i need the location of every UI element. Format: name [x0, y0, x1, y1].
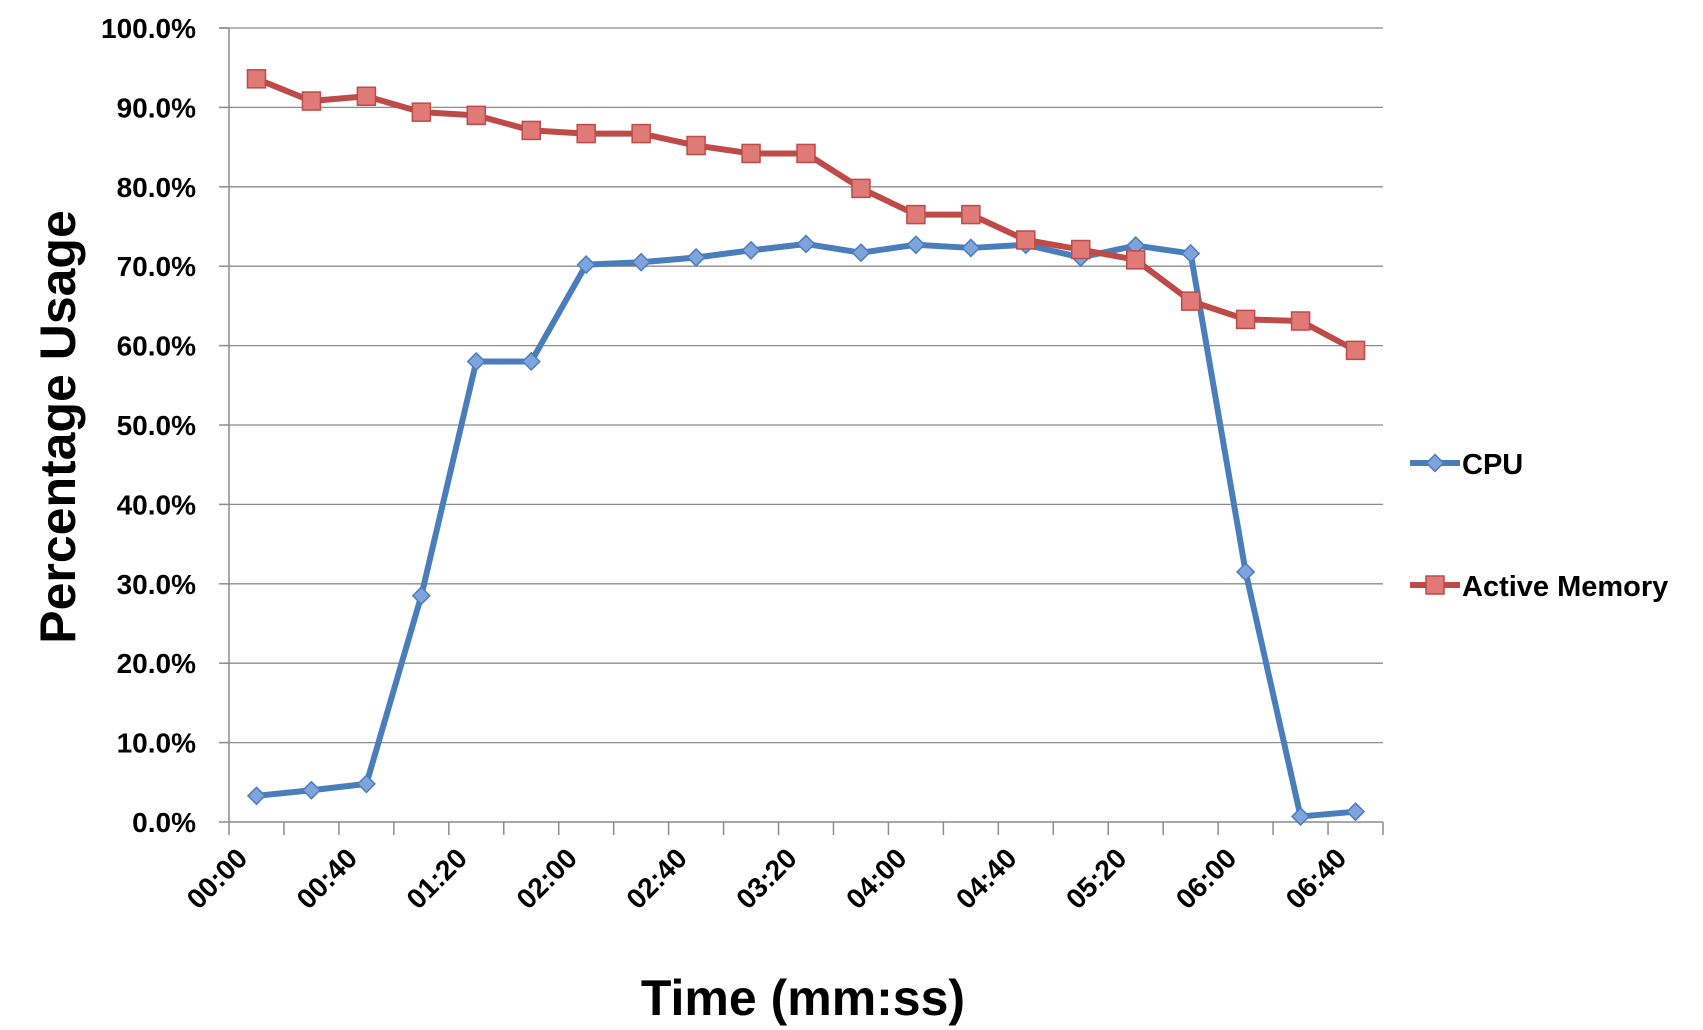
x-tick-label: 04:40	[950, 842, 1023, 915]
cpu-point	[466, 351, 486, 372]
x-tick-label: 00:40	[291, 842, 364, 915]
cpu-point	[1291, 806, 1311, 827]
x-tick-label: 06:40	[1280, 842, 1353, 915]
y-tick-label: 10.0%	[117, 728, 196, 759]
x-tick-label: 02:40	[620, 842, 693, 915]
cpu-point	[301, 780, 321, 800]
y-tick-label: 100.0%	[101, 13, 196, 44]
active-memory-point	[686, 135, 706, 156]
y-tick-label: 50.0%	[117, 410, 196, 441]
x-tick-labels: 00:00 00:40 01:20 02:00 02:40 03:20 04:00 04:40…	[181, 842, 1353, 915]
x-tick-label: 03:20	[730, 842, 803, 915]
active-memory-point	[301, 91, 322, 111]
y-tick-label: 70.0%	[117, 251, 196, 282]
y-axis-title: Percentage Usage	[30, 210, 86, 644]
legend-label: CPU	[1462, 449, 1523, 481]
gridlines	[229, 27, 1383, 744]
active-memory-point	[851, 178, 871, 199]
x-axis-title: Time (mm:ss)	[641, 970, 965, 1026]
active-memory-point	[1290, 311, 1311, 331]
active-memory-point	[576, 123, 596, 144]
cpu-point	[576, 255, 596, 275]
active-memory-point	[246, 69, 267, 89]
legend: CPU Active Memory	[1410, 449, 1668, 603]
legend-marker	[1425, 575, 1445, 595]
active-memory-point	[796, 143, 816, 164]
cpu-point	[246, 786, 267, 806]
active-memory-point	[961, 204, 981, 225]
series-active-memory	[246, 69, 1366, 361]
active-memory-point	[1071, 239, 1091, 260]
cpu-line	[256, 240, 1356, 820]
cpu-point	[411, 586, 431, 606]
active-memory-point	[1345, 340, 1366, 361]
active-memory-point	[1016, 230, 1036, 250]
cpu-point	[1345, 802, 1366, 822]
x-tick-label: 06:00	[1170, 842, 1243, 915]
legend-item-active-memory: Active Memory	[1410, 571, 1668, 603]
active-memory-point	[741, 143, 761, 164]
cpu-point	[686, 247, 706, 268]
active-memory-point	[466, 105, 487, 126]
y-tick-label: 30.0%	[117, 569, 196, 600]
cpu-point	[906, 235, 926, 255]
cpu-point	[851, 243, 871, 263]
cpu-point	[521, 351, 541, 372]
cpu-point	[741, 240, 761, 260]
cpu-point	[796, 234, 816, 254]
active-memory-point	[521, 120, 541, 141]
x-tick-label: 00:00	[181, 842, 254, 915]
cpu-point	[631, 252, 651, 272]
y-tick-labels: 0.0% 10.0% 20.0% 30.0% 40.0% 50.0% 60.0% 70.0% 8…	[101, 13, 196, 838]
active-memory-point	[1235, 309, 1256, 330]
legend-label: Active Memory	[1462, 571, 1668, 603]
x-tick-label: 05:20	[1060, 842, 1133, 915]
y-tick-label: 80.0%	[117, 172, 196, 203]
legend-item-cpu: CPU	[1410, 449, 1523, 481]
active-memory-point	[356, 86, 377, 107]
active-memory-point	[1180, 291, 1201, 311]
cpu-point	[1236, 562, 1256, 582]
y-tick-label: 60.0%	[117, 331, 196, 362]
y-tick-label: 20.0%	[117, 648, 196, 679]
x-tick-label: 02:00	[510, 842, 583, 915]
x-tick-label: 01:20	[400, 842, 473, 915]
series-layer	[246, 69, 1366, 827]
active-memory-point	[411, 102, 432, 122]
series-cpu	[246, 234, 1366, 827]
x-tick-label: 04:00	[840, 842, 913, 915]
cpu-point	[1181, 243, 1201, 264]
active-memory-point	[631, 123, 651, 144]
axes	[219, 27, 1384, 835]
legend-marker	[1425, 453, 1445, 473]
y-tick-label: 0.0%	[132, 807, 196, 838]
active-memory-point	[906, 204, 926, 225]
cpu-point	[356, 774, 376, 794]
cpu-point	[961, 238, 981, 258]
active-memory-point	[1125, 250, 1146, 270]
y-tick-label: 90.0%	[117, 92, 196, 123]
y-tick-label: 40.0%	[117, 489, 196, 520]
